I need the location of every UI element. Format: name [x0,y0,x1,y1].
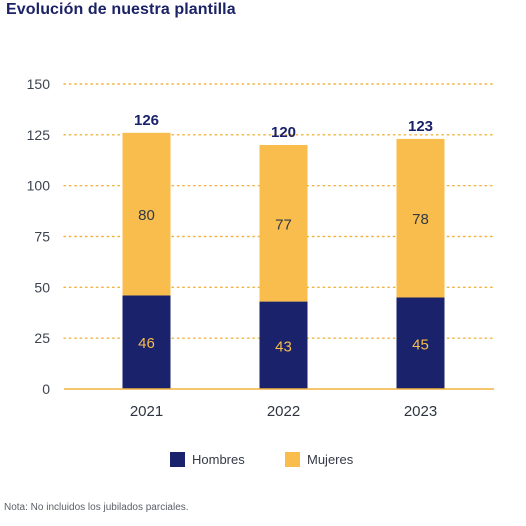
total-label-2021: 126 [134,112,159,129]
data-label-mujeres-2023: 78 [412,211,429,228]
bar-mujeres-2023 [396,138,445,298]
y-tick-label: 125 [27,127,51,143]
y-tick-label: 25 [34,330,50,346]
y-tick-label: 75 [34,229,50,245]
footnote: Nota: No incluidos los jubilados parcial… [4,502,189,513]
y-tick-label: 0 [42,381,50,397]
data-label-hombres-2021: 46 [138,335,155,352]
y-tick-label: 150 [27,76,51,92]
legend-label-hombres: Hombres [192,452,245,467]
bar-chart: 0 25 50 75 100 125 150 46 80 126 2021 43 77 120 2022 45… [27,76,495,420]
data-label-mujeres-2021: 80 [138,207,155,224]
bar-hombres-2021 [122,295,171,389]
x-tick-label: 2021 [130,403,163,420]
data-label-hombres-2023: 45 [412,336,429,353]
data-label-hombres-2022: 43 [275,338,292,355]
bar-hombres-2022 [259,301,308,389]
bar-mujeres-2021 [122,132,171,296]
legend-swatch-mujeres [285,452,300,467]
y-tick-label: 100 [27,178,51,194]
x-tick-label: 2022 [267,403,300,420]
legend-swatch-hombres [170,452,185,467]
legend-item-mujeres: Mujeres [285,452,353,467]
legend: Hombres Mujeres [0,452,526,472]
total-label-2023: 123 [408,118,433,135]
bar-hombres-2023 [396,297,445,389]
legend-label-mujeres: Mujeres [307,452,354,467]
y-tick-label: 50 [34,279,50,295]
data-label-mujeres-2022: 77 [275,216,292,233]
chart-title: Evolución de nuestra plantilla [6,1,236,18]
bar-mujeres-2022 [259,145,308,302]
x-tick-label: 2023 [404,403,437,420]
legend-item-hombres: Hombres [170,452,245,467]
total-label-2022: 120 [271,124,296,141]
